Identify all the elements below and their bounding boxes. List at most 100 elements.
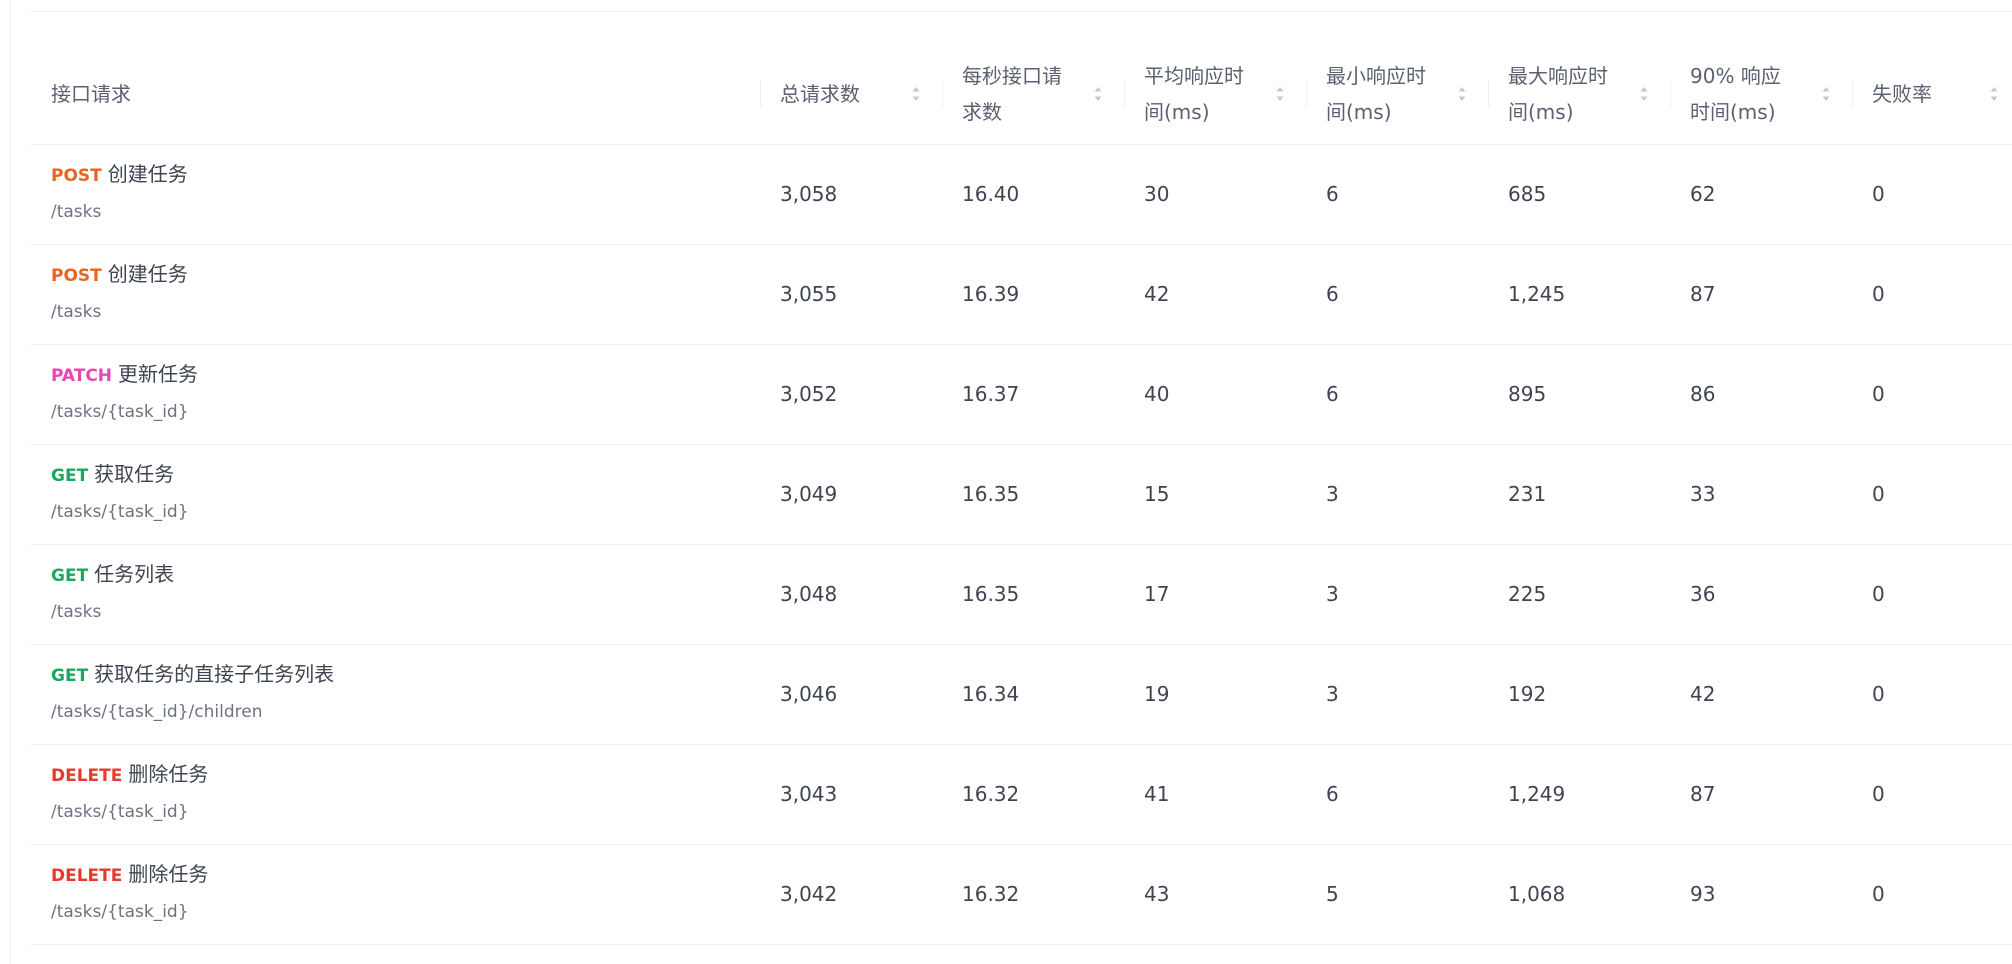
header-requests-per-second[interactable]: 每秒接口请求数 <box>942 44 1124 145</box>
header-min-response[interactable]: 最小响应时间(ms) <box>1306 44 1488 145</box>
endpoint-name: 删除任务 <box>128 762 209 786</box>
p90-response-cell: 87 <box>1670 744 1852 845</box>
endpoint-name: 获取任务 <box>94 462 175 486</box>
rps-cell: 16.35 <box>942 444 1124 545</box>
header-label: 最大响应时间(ms) <box>1508 63 1608 124</box>
sort-icon[interactable] <box>910 84 922 104</box>
column-separator <box>1670 80 1671 108</box>
min-response-cell: 6 <box>1306 744 1488 845</box>
min-response-cell: 3 <box>1306 644 1488 745</box>
min-response-cell: 3 <box>1306 544 1488 645</box>
endpoint-path: /tasks <box>51 302 102 322</box>
avg-response-cell: 19 <box>1124 644 1306 745</box>
p90-response-cell: 42 <box>1670 644 1852 745</box>
min-response-cell: 3 <box>1306 444 1488 545</box>
endpoint-cell: PATCH 更新任务 /tasks/{task_id} <box>30 344 760 445</box>
total-requests-cell: 3,048 <box>760 544 942 645</box>
table-header-row: 接口请求 总请求数 每秒接口请求数 平均响应时间(ms) 最小响应时间(ms) <box>30 44 2012 145</box>
header-label: 每秒接口请求数 <box>962 63 1062 124</box>
header-p90-response[interactable]: 90% 响应时间(ms) <box>1670 44 1852 145</box>
max-response-cell: 1,249 <box>1488 744 1670 845</box>
avg-response-cell: 42 <box>1124 244 1306 345</box>
panel-frame <box>10 0 2012 964</box>
rps-cell: 16.32 <box>942 844 1124 945</box>
min-response-cell: 6 <box>1306 344 1488 445</box>
rps-cell: 16.39 <box>942 244 1124 345</box>
table-row: PATCH 更新任务 /tasks/{task_id} 3,052 16.37 4… <box>30 344 2012 445</box>
http-method-badge: DELETE <box>51 766 123 786</box>
sort-icon[interactable] <box>1638 84 1650 104</box>
max-response-cell: 685 <box>1488 144 1670 245</box>
endpoint-cell: DELETE 删除任务 /tasks/{task_id} <box>30 844 760 945</box>
max-response-cell: 231 <box>1488 444 1670 545</box>
header-label: 失败率 <box>1872 81 1932 106</box>
endpoint-cell: POST 创建任务 /tasks <box>30 144 760 245</box>
header-total-requests[interactable]: 总请求数 <box>760 44 942 145</box>
max-response-cell: 1,068 <box>1488 844 1670 945</box>
p90-response-cell: 87 <box>1670 244 1852 345</box>
http-method-badge: GET <box>51 666 89 686</box>
rps-cell: 16.35 <box>942 544 1124 645</box>
api-stats-table: 接口请求 总请求数 每秒接口请求数 平均响应时间(ms) 最小响应时间(ms) <box>30 44 2012 945</box>
http-method-badge: DELETE <box>51 866 123 886</box>
endpoint-path: /tasks <box>51 602 102 622</box>
header-avg-response[interactable]: 平均响应时间(ms) <box>1124 44 1306 145</box>
endpoint-cell: GET 获取任务 /tasks/{task_id} <box>30 444 760 545</box>
endpoint-path: /tasks/{task_id} <box>51 502 189 522</box>
table-row: DELETE 删除任务 /tasks/{task_id} 3,042 16.32 … <box>30 844 2012 945</box>
column-separator <box>1306 80 1307 108</box>
endpoint-path: /tasks <box>51 202 102 222</box>
endpoint-cell: GET 任务列表 /tasks <box>30 544 760 645</box>
column-separator <box>1124 80 1125 108</box>
http-method-badge: PATCH <box>51 366 113 386</box>
failure-rate-cell: 0 <box>1852 144 2012 245</box>
sort-icon[interactable] <box>1456 84 1468 104</box>
failure-rate-cell: 0 <box>1852 444 2012 545</box>
min-response-cell: 6 <box>1306 144 1488 245</box>
column-separator <box>760 80 761 108</box>
sort-icon[interactable] <box>1274 84 1286 104</box>
total-requests-cell: 3,055 <box>760 244 942 345</box>
table-row: DELETE 删除任务 /tasks/{task_id} 3,043 16.32 … <box>30 744 2012 845</box>
avg-response-cell: 41 <box>1124 744 1306 845</box>
sort-icon[interactable] <box>1820 84 1832 104</box>
min-response-cell: 5 <box>1306 844 1488 945</box>
total-requests-cell: 3,052 <box>760 344 942 445</box>
failure-rate-cell: 0 <box>1852 744 2012 845</box>
failure-rate-cell: 0 <box>1852 244 2012 345</box>
table-row: GET 获取任务的直接子任务列表 /tasks/{task_id}/childre… <box>30 644 2012 745</box>
header-label: 总请求数 <box>780 81 860 106</box>
rps-cell: 16.34 <box>942 644 1124 745</box>
header-failure-rate[interactable]: 失败率 <box>1852 44 2012 145</box>
column-separator <box>1852 80 1853 108</box>
header-label: 90% 响应时间(ms) <box>1690 63 1781 124</box>
failure-rate-cell: 0 <box>1852 644 2012 745</box>
avg-response-cell: 43 <box>1124 844 1306 945</box>
http-method-badge: POST <box>51 166 102 186</box>
endpoint-cell: DELETE 删除任务 /tasks/{task_id} <box>30 744 760 845</box>
header-max-response[interactable]: 最大响应时间(ms) <box>1488 44 1670 145</box>
failure-rate-cell: 0 <box>1852 544 2012 645</box>
rps-cell: 16.37 <box>942 344 1124 445</box>
sort-icon[interactable] <box>1988 84 2000 104</box>
header-endpoint: 接口请求 <box>30 44 760 145</box>
p90-response-cell: 36 <box>1670 544 1852 645</box>
header-label: 最小响应时间(ms) <box>1326 63 1426 124</box>
max-response-cell: 192 <box>1488 644 1670 745</box>
endpoint-name: 创建任务 <box>107 262 188 286</box>
endpoint-name: 更新任务 <box>118 362 199 386</box>
endpoint-name: 删除任务 <box>128 862 209 886</box>
total-requests-cell: 3,058 <box>760 144 942 245</box>
endpoint-path: /tasks/{task_id} <box>51 902 189 922</box>
endpoint-cell: GET 获取任务的直接子任务列表 /tasks/{task_id}/childre… <box>30 644 760 745</box>
avg-response-cell: 40 <box>1124 344 1306 445</box>
avg-response-cell: 30 <box>1124 144 1306 245</box>
failure-rate-cell: 0 <box>1852 844 2012 945</box>
avg-response-cell: 17 <box>1124 544 1306 645</box>
http-method-badge: POST <box>51 266 102 286</box>
max-response-cell: 225 <box>1488 544 1670 645</box>
top-divider <box>30 11 2012 12</box>
endpoint-cell: POST 创建任务 /tasks <box>30 244 760 345</box>
sort-icon[interactable] <box>1092 84 1104 104</box>
total-requests-cell: 3,049 <box>760 444 942 545</box>
